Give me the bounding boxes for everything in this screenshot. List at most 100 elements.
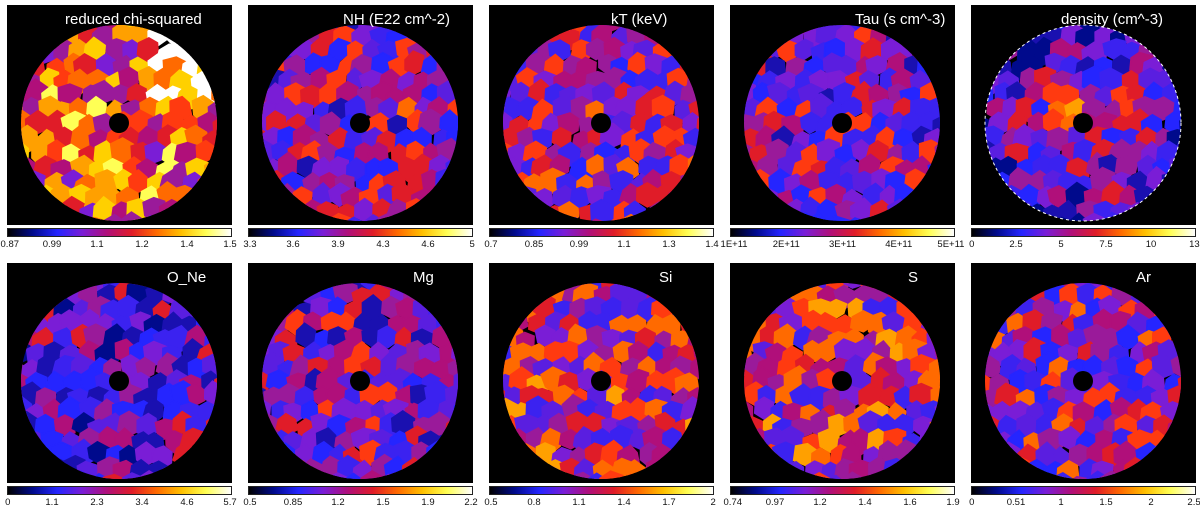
voronoi-cell [917, 263, 940, 279]
voronoi-cell [774, 213, 801, 221]
voronoi-cell [262, 158, 264, 184]
voronoi-cell [428, 213, 453, 221]
voronoi-cell [985, 183, 989, 209]
voronoi-cell [744, 172, 758, 198]
voronoi-cell [185, 186, 210, 215]
voronoi-cell [21, 25, 28, 37]
voronoi-cell [1018, 472, 1042, 479]
voronoi-cell [466, 444, 473, 467]
voronoi-cell [1175, 25, 1181, 52]
voronoi-cell [197, 171, 217, 199]
voronoi-cell [1151, 471, 1178, 479]
voronoi-cell [262, 187, 282, 211]
voronoi-cell [1190, 190, 1196, 211]
voronoi-cell [784, 263, 806, 277]
voronoi-cell [439, 25, 458, 51]
voronoi-cell [744, 215, 746, 221]
voronoi-cell [985, 283, 1008, 296]
map-image: reduced chi-squared [7, 5, 232, 225]
voronoi-cell [1189, 477, 1196, 483]
voronoi-disc [248, 263, 473, 479]
voronoi-cell [262, 314, 274, 340]
voronoi-cell [744, 283, 760, 291]
voronoi-cell [29, 456, 53, 479]
voronoi-cell [533, 283, 557, 295]
voronoi-cell [489, 140, 494, 162]
voronoi-cell [685, 25, 699, 40]
voronoi-cell [934, 364, 940, 396]
voronoi-cell [21, 140, 30, 167]
voronoi-cell [527, 263, 546, 275]
voronoi-cell [877, 283, 899, 292]
voronoi-cell [354, 197, 375, 221]
voronoi-cell [552, 215, 574, 221]
voronoi-cell [21, 297, 42, 322]
voronoi-cell [262, 186, 265, 212]
colorbar-tick-label: 0.85 [524, 239, 544, 250]
voronoi-cell [744, 310, 759, 337]
voronoi-cell [1174, 197, 1181, 221]
voronoi-cell [971, 203, 979, 225]
voronoi-cell [456, 25, 458, 49]
voronoi-cell [226, 324, 232, 349]
voronoi-cell [525, 195, 549, 221]
colorbar [730, 486, 955, 495]
voronoi-cell [262, 170, 275, 195]
voronoi-cell [262, 25, 282, 36]
voronoi-cell [262, 473, 264, 479]
voronoi-cell [503, 69, 509, 97]
voronoi-cell [248, 346, 256, 370]
colorbar-tick-label: 2 [1148, 497, 1154, 508]
dashed-boundary [984, 24, 1182, 222]
voronoi-cell [211, 82, 217, 107]
voronoi-cell [730, 341, 736, 364]
voronoi-cell [971, 56, 979, 78]
voronoi-cell [1016, 25, 1040, 35]
voronoi-cell [7, 456, 12, 481]
voronoi-cell [735, 263, 754, 277]
voronoi-cell [669, 25, 694, 32]
voronoi-cell [7, 205, 13, 225]
voronoi-cell [747, 200, 774, 221]
voronoi-cell [503, 215, 508, 221]
voronoi-cell [448, 441, 458, 467]
voronoi-cell [988, 26, 1011, 51]
voronoi-cell [929, 41, 940, 67]
voronoi-cell [496, 263, 516, 276]
voronoi-cell [460, 214, 473, 225]
voronoi-cell [224, 354, 232, 380]
voronoi-cell [213, 336, 217, 367]
voronoi-cell [503, 440, 525, 470]
voronoi-cell [21, 471, 23, 479]
voronoi-cell [1160, 283, 1181, 310]
voronoi-cell [515, 472, 538, 479]
voronoi-cell [985, 328, 989, 355]
voronoi-cell [1186, 447, 1196, 470]
voronoi-cell [744, 299, 762, 323]
colorbar [248, 486, 473, 495]
voronoi-cell [496, 5, 517, 19]
voronoi-cell [503, 55, 511, 78]
voronoi-cell [28, 200, 54, 221]
voronoi-cell [262, 444, 263, 473]
voronoi-cell [69, 213, 93, 221]
colorbar-tick-label: 0 [969, 497, 975, 508]
voronoi-cell [1016, 283, 1041, 291]
voronoi-cell [7, 166, 17, 192]
voronoi-cell [694, 51, 699, 80]
voronoi-cell [528, 5, 548, 17]
voronoi-cell [215, 5, 232, 18]
voronoi-cell [1184, 74, 1196, 95]
voronoi-cell [390, 263, 412, 276]
voronoi-cell [503, 41, 522, 69]
colorbar-ticks: 0.74 0.97 1.2 1.4 1.6 1.9 [724, 497, 960, 511]
voronoi-cell [248, 369, 258, 395]
voronoi-cell [206, 283, 217, 296]
colorbar-tick-label: 1.5 [376, 497, 390, 508]
voronoi-cell [1162, 197, 1181, 221]
center-mask [832, 113, 852, 133]
voronoi-cell [704, 296, 714, 317]
voronoi-cell [730, 402, 736, 426]
voronoi-cell [950, 220, 955, 225]
voronoi-cell [199, 5, 220, 21]
